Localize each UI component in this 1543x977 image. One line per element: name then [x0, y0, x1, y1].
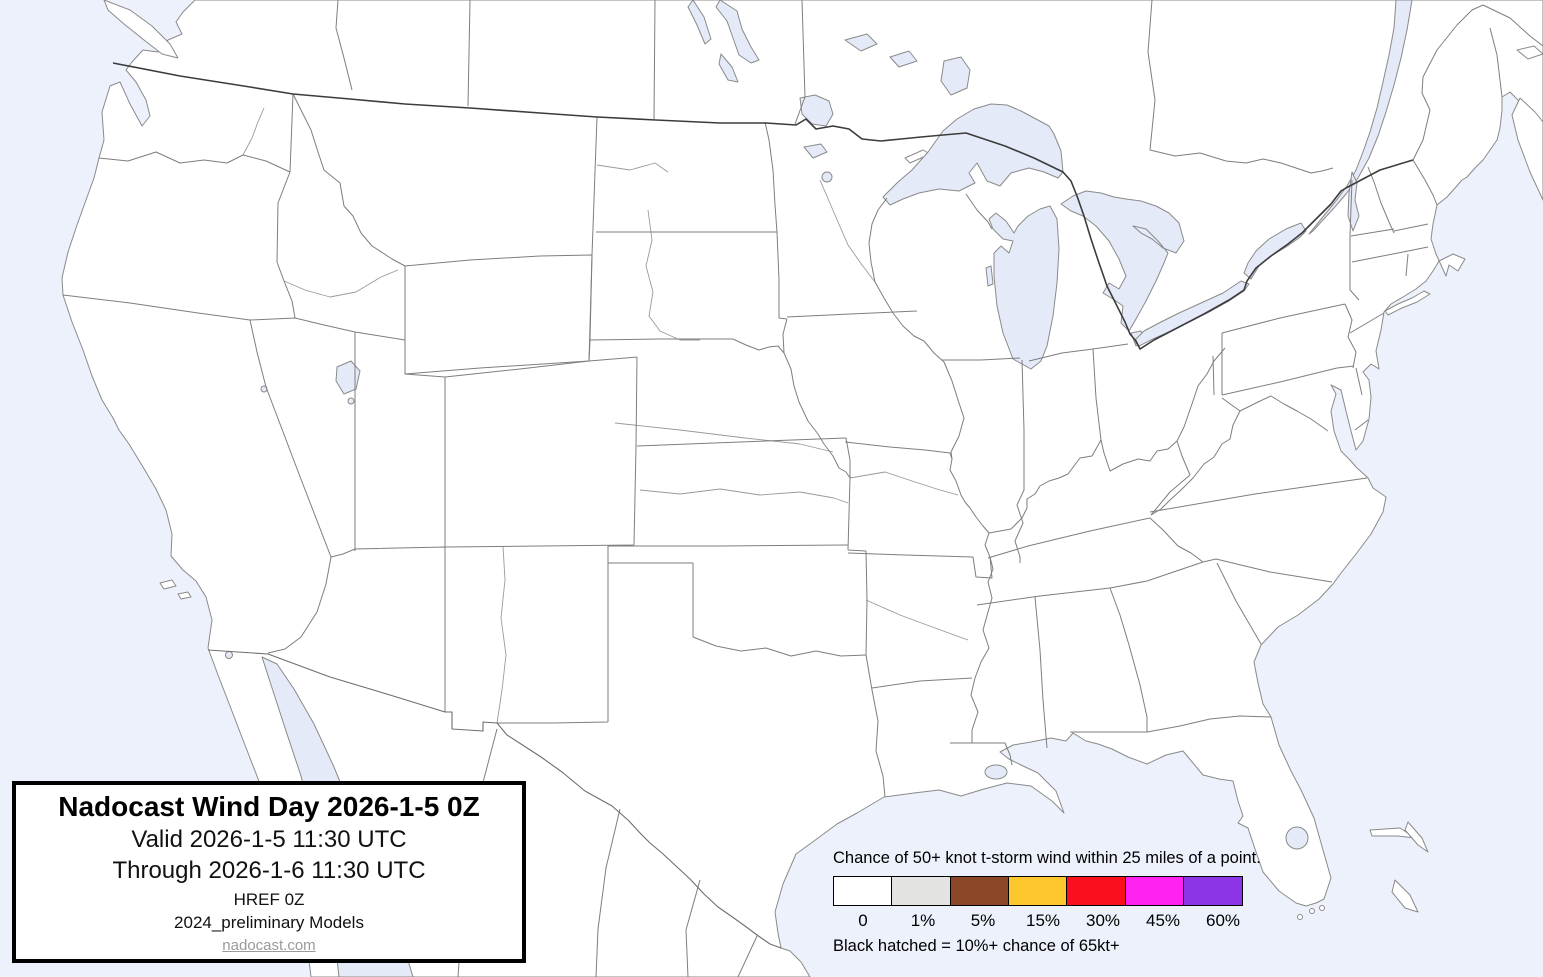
legend-bin-label: 15% [1025, 911, 1061, 930]
legend-labels: 0 1% 5% 15% 30% 45% 60% [833, 911, 1263, 931]
lake-manitoba [718, 53, 739, 83]
quebec-new-brunswick-border [1482, 4, 1543, 47]
bc-alberta-border [335, 0, 353, 91]
national-borders [112, 62, 1414, 949]
legend-bin-label: 5% [970, 911, 996, 930]
lake-winnebago [985, 265, 994, 287]
florida-keys [1297, 914, 1303, 920]
legend-color-bar [833, 876, 1263, 906]
lac-seul [844, 33, 878, 52]
utah-lake [347, 397, 355, 405]
rivers [242, 107, 969, 724]
bahamas-grand-bahama [1369, 827, 1416, 839]
nadocast-link[interactable]: nadocast.com [222, 936, 316, 954]
bahamas-abaco [1404, 821, 1429, 853]
lake-superior [882, 103, 1064, 206]
legend-note: Black hatched = 10%+ chance of 65kt+ [833, 937, 1120, 955]
snake-river [283, 269, 399, 298]
prince-edward-island [1516, 45, 1543, 60]
legend-swatch [949, 876, 1010, 906]
upper-mississippi-river [819, 179, 876, 283]
legend-bin-label: 60% [1205, 911, 1241, 930]
red-lake [803, 143, 828, 159]
florida-keys [1319, 905, 1325, 911]
channel-islands [159, 579, 192, 600]
lake-okeechobee [1285, 826, 1309, 850]
lake-huron [1060, 190, 1185, 332]
arkansas-river [639, 488, 969, 641]
mille-lacs-lake [821, 171, 833, 183]
lake-of-the-woods [799, 94, 834, 127]
st-lawrence-river [1308, 0, 1413, 235]
rio-grande-new-mexico [496, 545, 507, 724]
great-salt-lake [335, 360, 361, 395]
manitoba-ontario-border [794, 0, 806, 125]
legend-swatch [833, 876, 893, 906]
columbia-river [242, 107, 265, 156]
legend-bin-label: 0 [858, 911, 868, 930]
platte-river [614, 422, 834, 453]
legend-swatch [1182, 876, 1243, 906]
forecast-valid-time: Valid 2026-1-5 11:30 UTC [131, 825, 407, 853]
legend-swatch [1007, 876, 1068, 906]
florida-keys [1309, 908, 1315, 914]
ontario-quebec-border [1147, 0, 1334, 174]
lake-winnipeg [715, 0, 760, 64]
legend-heading: Chance of 50+ knot t-storm wind within 2… [833, 849, 1261, 867]
legend-swatch [891, 876, 952, 906]
legend-swatch [1124, 876, 1185, 906]
missouri-river-missouri [849, 471, 959, 496]
lake-winnipegosis [687, 0, 712, 45]
legend-bin-label: 1% [910, 911, 936, 930]
lake-nipigon [940, 56, 971, 96]
alberta-saskatchewan-border [467, 0, 471, 107]
lake-michigan [988, 205, 1060, 370]
forecast-title: Nadocast Wind Day 2026-1-5 0Z [58, 790, 480, 822]
saskatchewan-manitoba-border [653, 0, 656, 120]
ontario-lake [889, 50, 918, 68]
legend-swatch [1066, 876, 1127, 906]
forecast-title-box: Nadocast Wind Day 2026-1-5 0Z Valid 2026… [12, 781, 526, 963]
missouri-river-montana [596, 162, 669, 173]
state-boundaries [62, 4, 1503, 798]
forecast-through-time: Through 2026-1-6 11:30 UTC [112, 857, 426, 885]
lake-pontchartrain [984, 764, 1008, 780]
bahamas-andros [1391, 879, 1419, 913]
salton-sea [225, 651, 233, 659]
legend-bin-label: 30% [1085, 911, 1121, 930]
nova-scotia [1511, 97, 1543, 201]
missouri-river-dakotas [645, 209, 700, 341]
vancouver-island [103, 0, 179, 59]
us-mexico-border [207, 649, 782, 949]
forecast-models-note: 2024_preliminary Models [174, 913, 364, 933]
us-canada-border [112, 62, 1414, 350]
legend-bin-label: 45% [1145, 911, 1181, 930]
probability-legend: Chance of 50+ knot t-storm wind within 2… [833, 849, 1263, 956]
long-island [1384, 290, 1431, 316]
forecast-model: HREF 0Z [233, 890, 305, 910]
